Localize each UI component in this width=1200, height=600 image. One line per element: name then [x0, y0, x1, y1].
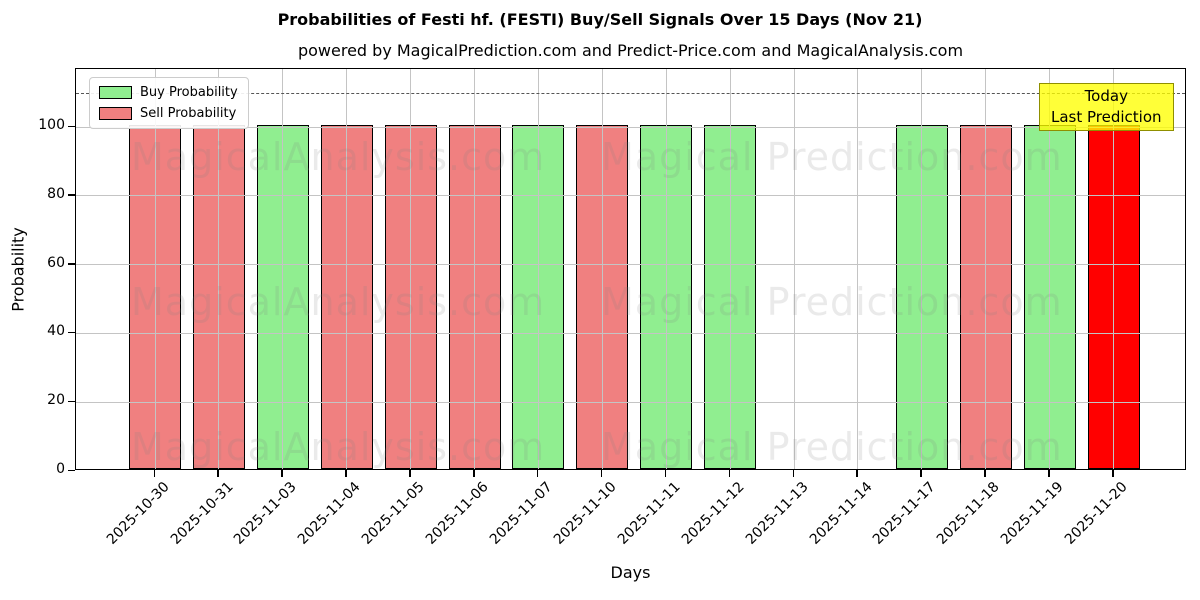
x-tick-label: 2025-11-20 [1061, 479, 1131, 548]
legend-item-sell: Sell Probability [99, 106, 238, 121]
x-tick-label: 2025-11-14 [806, 479, 876, 548]
annotation-line2: Last Prediction [1051, 108, 1162, 126]
y-gridline [76, 332, 1185, 334]
x-tick-mark [281, 470, 283, 477]
x-gridline [793, 69, 795, 469]
y-tick-mark [68, 469, 75, 471]
y-tick-label: 20 [47, 392, 65, 409]
y-tick-mark [68, 194, 75, 196]
x-gridline [218, 69, 220, 469]
x-tick-mark [600, 470, 603, 477]
legend-item-buy: Buy Probability [99, 85, 238, 100]
x-tick-mark [920, 470, 922, 477]
x-gridline [601, 69, 603, 469]
y-tick-label: 100 [38, 117, 65, 134]
y-tick-label: 80 [47, 185, 65, 202]
threshold-dashed-line [76, 92, 1185, 94]
x-tick-label: 2025-11-03 [231, 479, 301, 548]
x-gridline [857, 69, 859, 469]
x-tick-mark [856, 470, 858, 477]
x-gridline [1113, 69, 1114, 469]
x-tick-label: 2025-11-18 [934, 479, 1004, 548]
x-gridline [1049, 69, 1051, 469]
x-tick-label: 2025-11-04 [295, 479, 365, 548]
y-tick-label: 60 [47, 254, 65, 271]
y-gridline [76, 195, 1185, 197]
x-tick-label: 2025-10-30 [103, 479, 173, 548]
annotation-line1: Today [1084, 87, 1128, 105]
y-axis-label: Probability [8, 227, 28, 312]
y-gridline [76, 126, 1185, 128]
legend: Buy Probability Sell Probability [89, 77, 249, 129]
x-gridline [282, 69, 284, 469]
sell-probability-swatch [99, 107, 132, 120]
y-tick-mark [68, 263, 75, 265]
x-tick-mark [409, 470, 411, 477]
x-tick-mark [1048, 470, 1050, 477]
y-gridline [76, 401, 1185, 403]
y-tick-label: 0 [56, 461, 65, 477]
today-last-prediction-box: Today Last Prediction [1039, 83, 1174, 131]
x-tick-mark [792, 470, 794, 477]
x-tick-label: 2025-11-10 [550, 479, 620, 548]
x-tick-mark [153, 470, 155, 477]
x-tick-mark [536, 470, 539, 477]
x-tick-label: 2025-11-06 [422, 479, 492, 548]
y-gridline [76, 264, 1185, 266]
x-tick-mark [473, 470, 475, 477]
x-gridline [410, 69, 412, 469]
legend-label-buy: Buy Probability [140, 85, 238, 100]
x-tick-label: 2025-11-19 [998, 479, 1067, 548]
x-axis-label: Days [610, 563, 651, 582]
y-tick-mark [68, 125, 75, 128]
x-tick-mark [664, 470, 667, 477]
x-tick-label: 2025-11-05 [359, 479, 428, 548]
x-tick-mark [984, 470, 986, 477]
x-tick-mark [217, 470, 219, 477]
y-tick-mark [68, 400, 75, 403]
x-tick-label: 2025-11-07 [486, 479, 556, 548]
buy-probability-swatch [99, 86, 132, 99]
x-gridline [154, 69, 156, 469]
x-tick-label: 2025-11-12 [678, 479, 748, 548]
x-gridline [729, 69, 731, 469]
x-gridline [985, 69, 987, 469]
x-tick-mark [728, 470, 731, 477]
chart-title: Probabilities of Festi hf. (FESTI) Buy/S… [277, 10, 923, 29]
legend-label-sell: Sell Probability [140, 106, 237, 121]
x-gridline [474, 69, 475, 469]
x-tick-label: 2025-11-11 [614, 479, 684, 548]
y-tick-label: 40 [47, 323, 65, 340]
x-tick-mark [345, 470, 347, 477]
x-tick-mark [1112, 470, 1114, 477]
x-gridline [665, 69, 667, 469]
x-gridline [346, 69, 348, 469]
x-tick-label: 2025-11-13 [742, 479, 812, 548]
chart-subtitle: powered by MagicalPrediction.com and Pre… [297, 41, 964, 60]
x-tick-label: 2025-11-17 [870, 479, 940, 548]
x-gridline [537, 69, 539, 469]
x-tick-label: 2025-10-31 [167, 479, 237, 548]
y-tick-mark [68, 331, 75, 334]
x-gridline [921, 69, 923, 469]
